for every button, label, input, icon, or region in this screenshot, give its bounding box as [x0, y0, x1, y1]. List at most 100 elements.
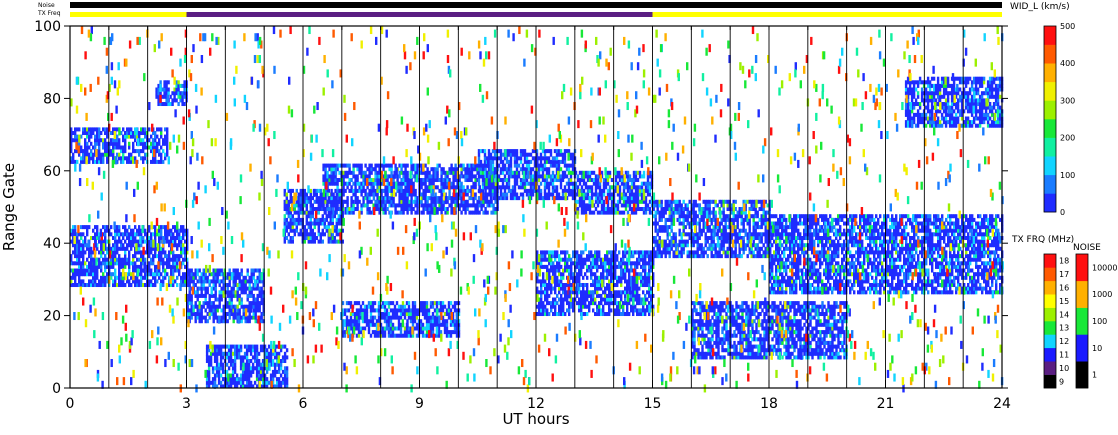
echo-cell [558, 312, 561, 317]
echo-cell [192, 275, 195, 280]
txfreq-segment-2 [652, 12, 1002, 17]
echo-cell [174, 236, 177, 241]
echo-cell [387, 315, 391, 320]
echo-cell [584, 196, 588, 201]
echo-cell [269, 359, 273, 364]
echo-cell [550, 308, 553, 313]
echo-cell [491, 149, 495, 154]
echo-cell [162, 268, 165, 273]
echo-cell [439, 322, 443, 327]
echo-cell [592, 178, 596, 183]
echo-cell [186, 304, 189, 309]
echo-cell [215, 355, 219, 360]
echo-cell [384, 188, 387, 193]
echo-cell [116, 152, 119, 157]
echo-cell [539, 167, 543, 172]
echo-cell [572, 308, 575, 313]
echo-cell [293, 203, 296, 208]
echo-cell [357, 301, 361, 306]
echo-cell [606, 268, 609, 273]
echo-cell [154, 243, 157, 248]
echo-cell [375, 333, 379, 338]
echo-cell [483, 185, 487, 190]
echo-cell [612, 264, 615, 269]
echo-cell [331, 214, 334, 219]
echo-cell [515, 152, 519, 157]
echo-cell [227, 348, 231, 353]
echo-cell [334, 178, 337, 183]
echo-cell [154, 246, 157, 251]
echo-cell [102, 225, 105, 230]
echo-cell [394, 207, 397, 212]
echo-cell [84, 225, 87, 230]
echo-cell [112, 156, 115, 161]
echo-cell [549, 181, 553, 186]
echo-cell [128, 127, 131, 132]
echo-cell [580, 293, 583, 298]
echo-cell [580, 196, 584, 201]
echo-cell [260, 286, 263, 291]
echo-cell [374, 192, 377, 197]
echo-cell [260, 293, 263, 298]
echo-cell [219, 373, 223, 378]
echo-cell [398, 181, 401, 186]
echo-cell [558, 257, 561, 262]
echo-cell [346, 196, 349, 201]
echo-cell [390, 199, 393, 204]
echo-cell [222, 283, 225, 288]
echo-cell [400, 188, 403, 193]
echo-cell [543, 178, 547, 183]
echo-cell [571, 196, 575, 201]
echo-cell [231, 351, 235, 356]
echo-cell [404, 199, 407, 204]
echo-cell [311, 196, 314, 201]
echo-cell [106, 261, 109, 266]
echo-cell [338, 192, 341, 197]
echo-cell [457, 326, 461, 331]
echo-cell [543, 163, 547, 168]
echo-cell [356, 174, 359, 179]
echo-cell [622, 301, 625, 306]
echo-cell [398, 174, 401, 179]
echo-cell [291, 225, 294, 230]
echo-cell [538, 308, 541, 313]
echo-cell [238, 279, 241, 284]
echo-cell [548, 250, 551, 255]
echo-cell [186, 312, 189, 317]
echo-cell [604, 268, 607, 273]
echo-cell [82, 225, 85, 230]
echo-cell [642, 268, 645, 273]
echo-cell [606, 257, 609, 262]
echo-cell [336, 188, 339, 193]
echo-cell [420, 163, 423, 168]
echo-cell [413, 319, 417, 324]
echo-cell [255, 384, 259, 389]
echo-cell [74, 138, 77, 143]
echo-cell [100, 283, 103, 288]
echo-cell [96, 272, 99, 277]
echo-cell [594, 286, 597, 291]
echo-cell [616, 312, 619, 317]
echo-cell [536, 279, 539, 284]
echo-cell [564, 261, 567, 266]
echo-cell [76, 149, 79, 154]
echo-cell [341, 203, 344, 208]
echo-cell [207, 362, 211, 367]
echo-cell [519, 156, 523, 161]
echo-cell [558, 279, 561, 284]
echo-cell [160, 127, 163, 132]
echo-cell [474, 210, 477, 215]
echo-cell [406, 178, 409, 183]
echo-cell [425, 319, 429, 324]
echo-cell [164, 225, 167, 230]
echo-cell [568, 264, 571, 269]
echo-cell [360, 163, 363, 168]
echo-cell [408, 192, 411, 197]
echo-cell [545, 181, 549, 186]
echo-cell [377, 304, 381, 309]
echo-cell [588, 174, 592, 179]
echo-cell [454, 188, 457, 193]
echo-cell [86, 225, 89, 230]
echo-cell [544, 279, 547, 284]
echo-cell [592, 283, 595, 288]
